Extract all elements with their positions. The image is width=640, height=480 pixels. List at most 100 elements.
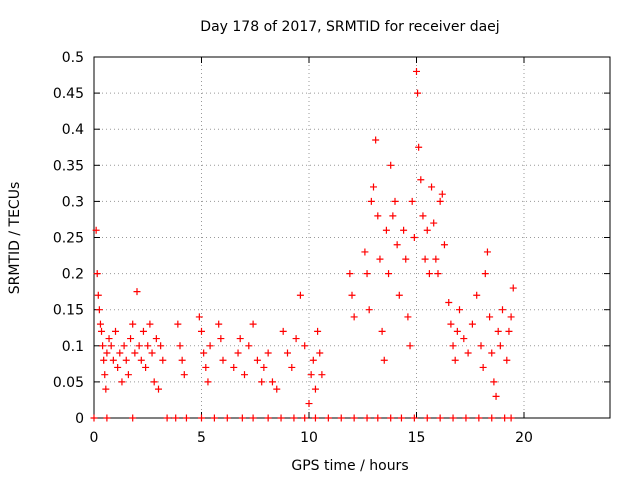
data-points: [90, 67, 517, 422]
data-point: [456, 306, 463, 314]
x-tick-label: 15: [408, 430, 426, 446]
data-point: [430, 219, 438, 227]
data-point: [479, 363, 487, 371]
data-point: [146, 320, 154, 328]
data-point: [129, 320, 137, 328]
data-point: [245, 342, 253, 350]
data-point: [307, 371, 315, 379]
data-point: [159, 356, 167, 364]
data-point: [260, 363, 268, 371]
data-point: [372, 136, 380, 144]
data-point: [163, 414, 171, 422]
data-point: [122, 356, 130, 364]
data-point: [305, 400, 313, 408]
data-point: [406, 342, 414, 350]
data-point: [200, 349, 208, 357]
data-point: [374, 414, 382, 422]
data-point: [124, 371, 132, 379]
data-point: [202, 363, 210, 371]
data-point: [486, 313, 494, 321]
data-point: [419, 212, 427, 220]
data-point: [249, 414, 257, 422]
data-point: [387, 414, 395, 422]
data-point: [423, 226, 431, 234]
data-point: [428, 183, 436, 191]
data-point: [277, 414, 285, 422]
data-point: [447, 320, 455, 328]
data-point: [223, 414, 231, 422]
data-point: [311, 414, 319, 422]
data-point: [451, 356, 459, 364]
data-point: [92, 226, 100, 234]
data-point: [95, 306, 103, 314]
data-point: [172, 414, 180, 422]
data-point: [423, 414, 431, 422]
data-point: [102, 385, 110, 393]
data-point: [133, 288, 141, 296]
data-point: [438, 190, 446, 198]
data-point: [460, 335, 468, 343]
data-point: [492, 392, 500, 400]
data-point: [157, 342, 165, 350]
data-point: [99, 342, 107, 350]
data-point: [477, 342, 485, 350]
data-point: [400, 226, 408, 234]
data-point: [178, 356, 186, 364]
data-point: [155, 385, 162, 393]
data-point: [397, 414, 405, 422]
data-point: [174, 320, 182, 328]
data-point: [301, 342, 309, 350]
data-point: [440, 241, 448, 249]
data-point: [234, 349, 242, 357]
data-point: [449, 414, 457, 422]
x-tick-label: 0: [90, 430, 99, 446]
y-axis-label: SRMTID / TECUs: [7, 182, 23, 295]
data-point: [127, 335, 135, 343]
data-point: [290, 414, 298, 422]
data-point: [488, 349, 496, 357]
data-point: [415, 143, 423, 151]
data-point: [288, 363, 296, 371]
data-point: [348, 291, 356, 299]
data-point: [389, 212, 397, 220]
data-point: [410, 234, 418, 241]
data-point: [198, 414, 205, 422]
axis-ticks: 0 5 10 15 20 0 0.05 0.1 0.15 0.2 0.25 0.3 0.35 0.4 0.4…: [53, 50, 610, 446]
data-point: [180, 371, 188, 379]
data-point: [100, 356, 108, 364]
data-point: [135, 342, 143, 350]
data-point: [464, 349, 472, 357]
data-point: [404, 313, 412, 321]
data-point: [139, 327, 147, 335]
data-point: [370, 183, 377, 191]
data-point: [301, 414, 309, 422]
data-point: [90, 414, 98, 422]
data-point: [217, 335, 225, 343]
data-point: [103, 414, 111, 422]
data-point: [483, 248, 491, 256]
data-point: [462, 414, 470, 422]
data-point: [114, 363, 122, 371]
data-point: [432, 255, 440, 263]
y-tick-label: 0.1: [62, 339, 84, 355]
data-point: [273, 385, 281, 393]
data-point: [94, 291, 102, 299]
grid: [94, 57, 610, 418]
data-point: [425, 270, 433, 278]
plot-frame: [93, 56, 611, 419]
data-point: [494, 327, 502, 335]
y-tick-label: 0.4: [62, 122, 84, 138]
y-tick-label: 0.3: [62, 194, 84, 210]
data-point: [241, 371, 248, 379]
data-point: [434, 270, 442, 278]
data-point: [264, 349, 272, 357]
data-point: [408, 197, 416, 205]
data-point: [249, 320, 257, 328]
data-point: [436, 197, 444, 205]
data-point: [131, 349, 139, 357]
data-point: [337, 414, 345, 422]
data-point: [264, 414, 272, 422]
x-tick-label: 20: [515, 430, 533, 446]
y-tick-label: 0.05: [53, 375, 84, 391]
data-point: [309, 356, 317, 364]
